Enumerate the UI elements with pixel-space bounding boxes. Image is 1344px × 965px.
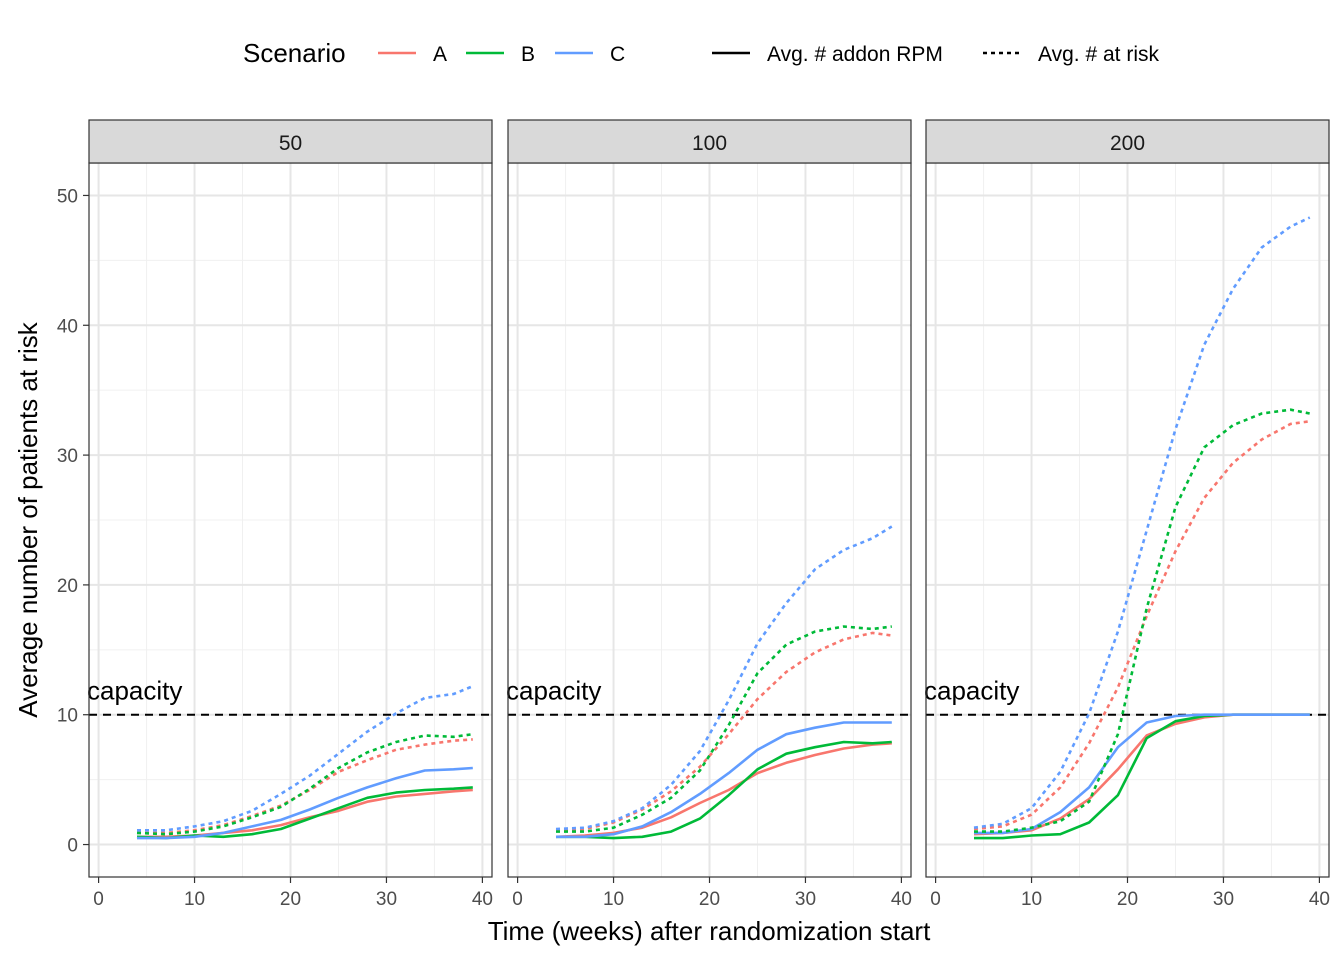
series-line-B-at-risk-100 [556, 625, 892, 833]
y-tick-label: 10 [57, 706, 78, 727]
y-tick-label: 50 [57, 186, 78, 207]
series-line-A-at-risk-200 [973, 420, 1310, 831]
y-tick-label: 20 [57, 576, 78, 597]
legend-label: A [433, 43, 447, 66]
y-axis-title: Average number of patients at risk [13, 321, 43, 718]
facet-strip-200 [925, 119, 1330, 164]
x-tick-label: 0 [93, 889, 104, 910]
x-axis-title: Time (weeks) after randomization start [488, 916, 931, 946]
facet-strip-label: 200 [1110, 132, 1145, 155]
y-tick-label: 40 [57, 316, 78, 337]
legend-label: B [521, 43, 535, 66]
series-line-C-at-risk-200 [973, 216, 1311, 829]
series-line-C-addon-50 [137, 766, 473, 840]
legend-title: Scenario [243, 38, 346, 68]
x-tick-label: 20 [1117, 889, 1138, 910]
x-tick-label: 30 [376, 889, 397, 910]
x-tick-label: 20 [280, 889, 301, 910]
x-tick-label: 40 [1309, 889, 1330, 910]
legend-linetype-label: Avg. # at risk [1038, 43, 1159, 66]
series-line-B-at-risk-50 [136, 732, 473, 836]
capacity-label: capacity [506, 676, 601, 706]
facet-strip-label: 100 [692, 132, 727, 155]
series-line-C-at-risk-100 [555, 525, 893, 831]
x-tick-label: 40 [891, 889, 912, 910]
series-line-B-addon-100 [556, 740, 892, 840]
x-tick-label: 10 [603, 889, 624, 910]
x-tick-label: 40 [472, 889, 493, 910]
facet-strip-label: 50 [279, 132, 302, 155]
x-tick-label: 10 [1021, 889, 1042, 910]
x-tick-label: 0 [930, 889, 941, 910]
y-tick-label: 30 [57, 446, 78, 467]
series-line-C-at-risk-50 [137, 684, 474, 832]
series-line-B-at-risk-200 [974, 408, 1311, 833]
x-tick-label: 10 [184, 889, 205, 910]
facet-strip-100 [507, 119, 912, 164]
series-line-C-addon-100 [556, 721, 892, 839]
legend-label: C [610, 43, 625, 66]
x-tick-label: 30 [1213, 889, 1234, 910]
capacity-label: capacity [87, 676, 182, 706]
facet-strip-50 [88, 119, 493, 164]
legend-linetype-label: Avg. # addon RPM [767, 43, 943, 66]
x-tick-label: 0 [512, 889, 523, 910]
capacity-label: capacity [924, 676, 1019, 706]
x-tick-label: 20 [699, 889, 720, 910]
x-tick-label: 30 [795, 889, 816, 910]
y-tick-label: 0 [67, 836, 78, 857]
